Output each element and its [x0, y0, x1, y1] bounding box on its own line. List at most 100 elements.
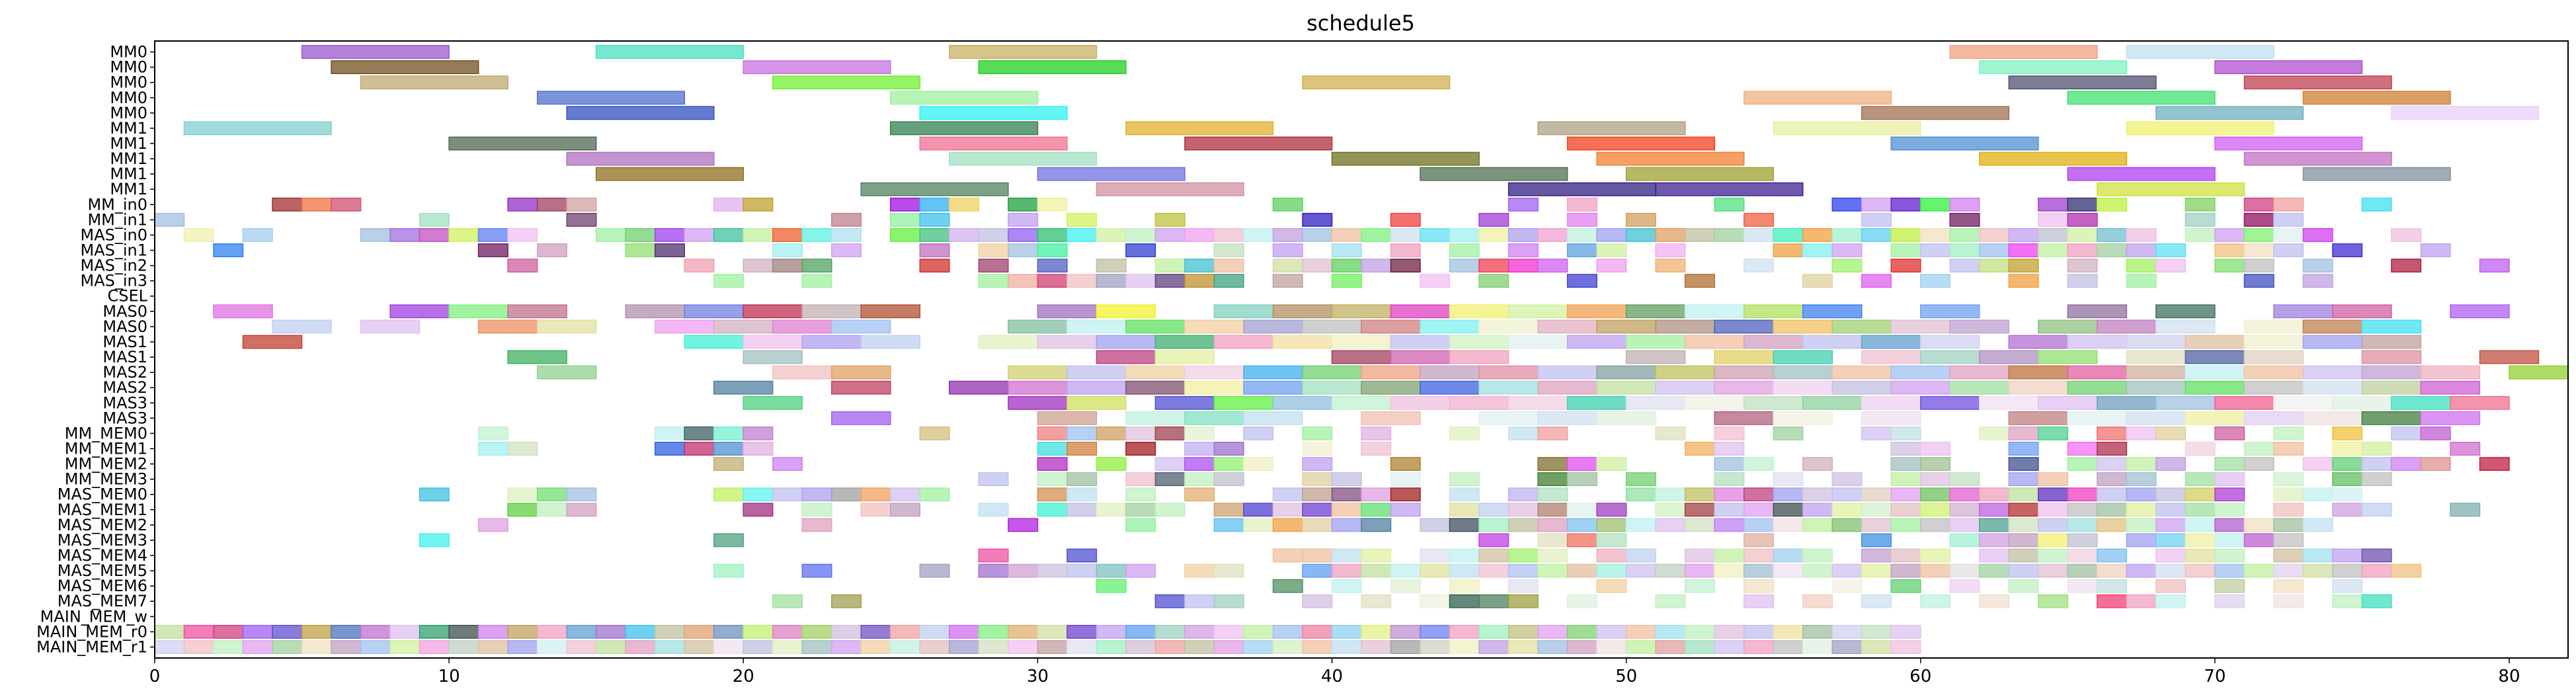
task-bar	[1949, 579, 1980, 593]
task-bar	[2332, 243, 2363, 257]
task-bar	[301, 45, 450, 59]
task-bar	[2214, 533, 2245, 548]
task-bar	[684, 442, 715, 456]
task-bar	[536, 624, 567, 639]
task-bar	[1831, 563, 1863, 578]
task-bar	[801, 503, 832, 517]
task-bar	[2361, 335, 2422, 349]
task-bar	[860, 640, 891, 654]
task-bar	[1008, 380, 1068, 395]
task-bar	[536, 319, 597, 334]
task-bar	[1831, 243, 1863, 257]
task-bar	[1508, 594, 1539, 608]
task-bar	[1625, 472, 1656, 487]
task-bar	[1361, 365, 1421, 380]
y-tick-label: MAS_MEM7	[58, 592, 147, 610]
task-bar	[1566, 533, 1597, 548]
task-bar	[1596, 365, 1656, 380]
y-tick-label: MM1	[110, 165, 147, 183]
task-bar	[890, 487, 921, 502]
task-bar	[272, 197, 303, 212]
y-tick-label: MM1	[110, 180, 147, 198]
task-bar	[1625, 640, 1656, 654]
task-bar	[1478, 380, 1539, 395]
task-bar	[1890, 426, 1921, 440]
task-bar	[1154, 212, 1186, 227]
task-bar	[1037, 426, 1068, 440]
task-bar	[1566, 563, 1597, 578]
task-bar	[684, 227, 715, 242]
task-bar	[2155, 319, 2216, 334]
task-bar	[1478, 518, 1509, 532]
task-bar	[1566, 518, 1597, 532]
task-bar	[1625, 518, 1656, 532]
task-bar	[1537, 380, 1597, 395]
y-tick-label: MAS_MEM3	[58, 531, 147, 550]
task-bar	[1537, 548, 1568, 563]
task-bar	[1566, 197, 1597, 212]
task-bar	[2067, 259, 2098, 273]
task-bar	[2126, 350, 2187, 364]
task-bar	[1537, 624, 1568, 639]
y-tick-label: MAS2	[102, 378, 147, 397]
task-bar	[1037, 624, 1068, 639]
task-bar	[1213, 457, 1244, 472]
task-bar	[772, 594, 803, 608]
task-bar	[1331, 518, 1362, 532]
task-bar	[1067, 442, 1098, 456]
task-bar	[566, 503, 597, 517]
task-bar	[1037, 259, 1068, 273]
task-bar	[1714, 350, 1774, 364]
task-bar	[2008, 548, 2039, 563]
task-bar	[2185, 380, 2245, 395]
task-bar	[2008, 75, 2157, 90]
task-bar	[2155, 243, 2187, 257]
task-bar	[1331, 395, 1392, 410]
task-bar	[1979, 518, 2010, 532]
task-bar	[2361, 350, 2422, 364]
task-bar	[1655, 563, 1686, 578]
task-bar	[860, 182, 1009, 196]
task-bar	[2332, 304, 2392, 319]
task-bar	[2361, 365, 2422, 380]
task-bar	[919, 487, 950, 502]
task-bar	[1449, 624, 1480, 639]
task-bar	[1037, 503, 1068, 517]
task-bar	[1773, 365, 1833, 380]
task-bar	[2067, 274, 2098, 288]
task-bar	[2332, 457, 2363, 472]
task-bar	[625, 624, 656, 639]
task-bar	[1566, 136, 1715, 151]
task-bar	[1154, 395, 1215, 410]
task-bar	[1478, 212, 1509, 227]
task-bar	[1596, 579, 1627, 593]
task-bar	[2126, 487, 2157, 502]
task-bar	[801, 487, 832, 502]
task-bar	[1272, 518, 1303, 532]
task-bar	[1919, 395, 1980, 410]
task-bar	[2155, 579, 2187, 593]
task-bar	[1861, 503, 1892, 517]
y-tick-label: MAS3	[102, 409, 147, 427]
task-bar	[1125, 365, 1186, 380]
task-bar	[890, 227, 921, 242]
task-bar	[831, 365, 891, 380]
task-bar	[1449, 487, 1480, 502]
task-bar	[2302, 227, 2333, 242]
task-bar	[2067, 579, 2098, 593]
task-bar	[1008, 212, 1039, 227]
x-tick-label: 10	[438, 667, 460, 686]
task-bar	[1125, 411, 1186, 425]
task-bar	[1596, 319, 1656, 334]
task-bar	[1302, 212, 1333, 227]
task-bar	[978, 60, 1127, 75]
task-bar	[2243, 243, 2274, 257]
chart-title: schedule5	[1307, 11, 1415, 36]
task-bar	[919, 259, 950, 273]
task-bar	[1361, 503, 1392, 517]
task-bar	[919, 136, 1068, 151]
task-bar	[242, 624, 273, 639]
task-bar	[1919, 274, 1951, 288]
task-bar	[1684, 395, 1745, 410]
task-bar	[2067, 533, 2098, 548]
